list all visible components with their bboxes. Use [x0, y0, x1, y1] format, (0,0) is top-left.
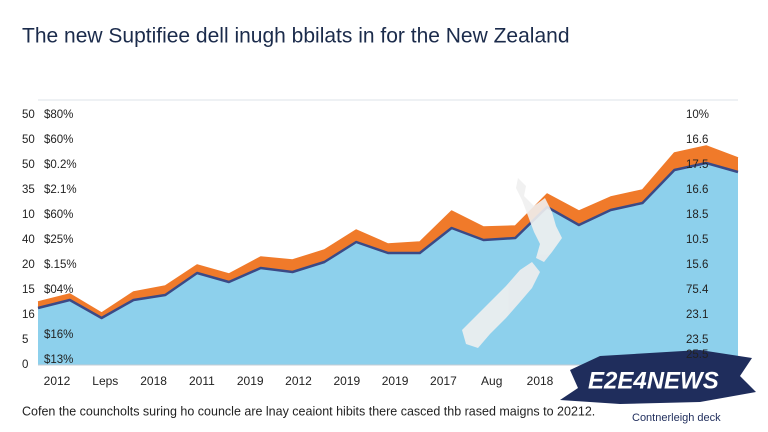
y-tick-label: $.15% — [44, 259, 77, 271]
y-tick-label: $80% — [44, 109, 73, 121]
y-tick-label: 75.4 — [686, 284, 709, 296]
y-tick-label: 15 — [22, 284, 35, 296]
y-tick-label: 50 — [22, 159, 35, 171]
x-tick-label: 2012 — [44, 374, 71, 388]
north-island — [516, 178, 562, 262]
x-tick-label: 2018 — [140, 374, 167, 388]
x-tick-label: Aug — [481, 374, 502, 388]
logo-text: E2E4NEWS — [588, 367, 719, 394]
y-tick-label: 16 — [22, 309, 35, 321]
y-tick-label: 16.6 — [686, 134, 708, 146]
y-tick-label: 23.1 — [686, 309, 708, 321]
y-tick-label: 5 — [22, 334, 28, 346]
plot-area — [37, 145, 739, 365]
y-tick-label: 10 — [22, 209, 35, 221]
y-tick-label: $04% — [44, 284, 73, 296]
y-tick-label: 23.5 — [686, 334, 708, 346]
y-tick-label: $60% — [44, 134, 73, 146]
y-tick-label: 25.5 — [686, 349, 708, 361]
x-tick-label: 2012 — [285, 374, 312, 388]
nz-map — [462, 178, 562, 348]
series-line — [37, 161, 739, 320]
y-tick-label: 17.5 — [686, 159, 708, 171]
y-tick-label: $2.1% — [44, 184, 77, 196]
x-tick-label: Leps — [92, 374, 118, 388]
logo-subtext: Contnerleigh deck — [632, 412, 721, 424]
y-tick-label: $60% — [44, 209, 73, 221]
x-tick-label: 2011 — [189, 374, 215, 388]
y-tick-label: 15.6 — [686, 259, 708, 271]
y-tick-label: $16% — [44, 329, 73, 341]
y-tick-label: $0.2% — [44, 159, 77, 171]
y-tick-label: 50 — [22, 134, 35, 146]
series-line — [37, 145, 739, 314]
y-tick-label: 10.5 — [686, 234, 708, 246]
x-tick-label: 2019 — [237, 374, 264, 388]
y-tick-label: 10% — [686, 109, 709, 121]
x-tick-label: 2017 — [430, 374, 457, 388]
logo-brush — [560, 350, 756, 404]
x-tick-label: 2018 — [527, 374, 554, 388]
y-tick-label: 20 — [22, 259, 35, 271]
y-tick-label: 16.6 — [686, 184, 708, 196]
y-tick-label: $13% — [44, 354, 73, 366]
x-tick-label: 2019 — [382, 374, 409, 388]
caption: Cofen the councholts suring ho councle a… — [22, 404, 595, 418]
south-island — [462, 262, 540, 348]
y-tick-label: $25% — [44, 234, 73, 246]
chart-title: The new Suptifiee dell inugh bbilats in … — [22, 25, 570, 48]
y-tick-label: 18.5 — [686, 209, 708, 221]
logo: E2E4NEWS Contnerleigh deck — [560, 350, 756, 424]
x-tick-label: 2019 — [333, 374, 360, 388]
area — [38, 163, 738, 365]
y-tick-label: 50 — [22, 109, 35, 121]
y-tick-label: 40 — [22, 234, 35, 246]
y-tick-label: 35 — [22, 184, 35, 196]
y-tick-label: 0 — [22, 359, 28, 371]
